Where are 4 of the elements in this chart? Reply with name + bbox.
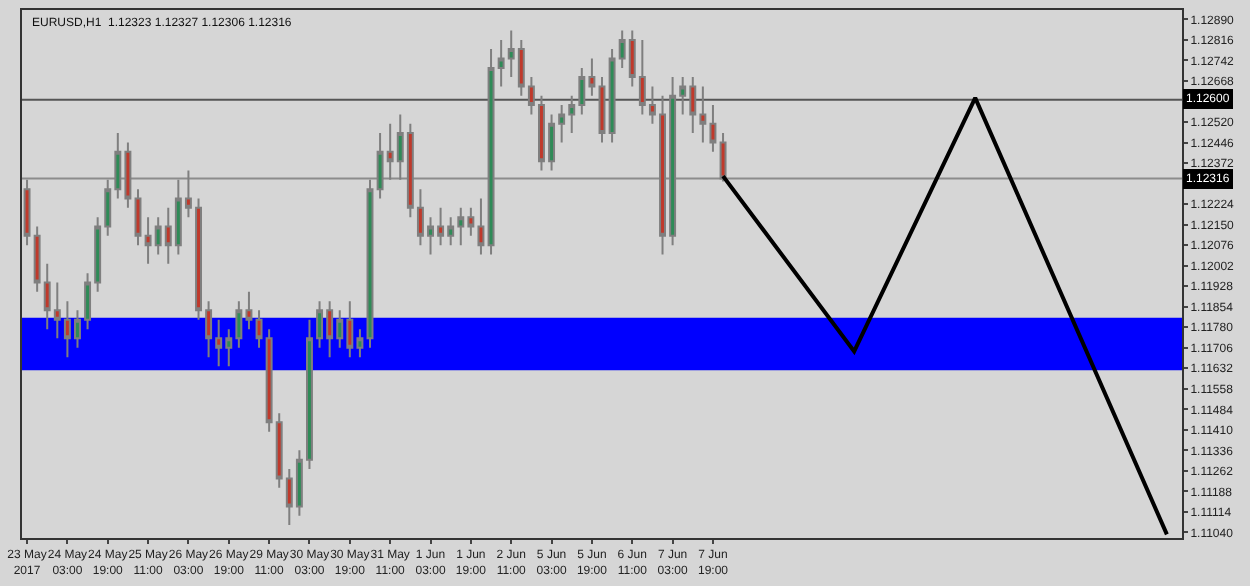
candlestick [598, 76, 606, 144]
candlestick [719, 132, 727, 183]
candlestick [134, 188, 142, 247]
line-series [721, 95, 1169, 537]
